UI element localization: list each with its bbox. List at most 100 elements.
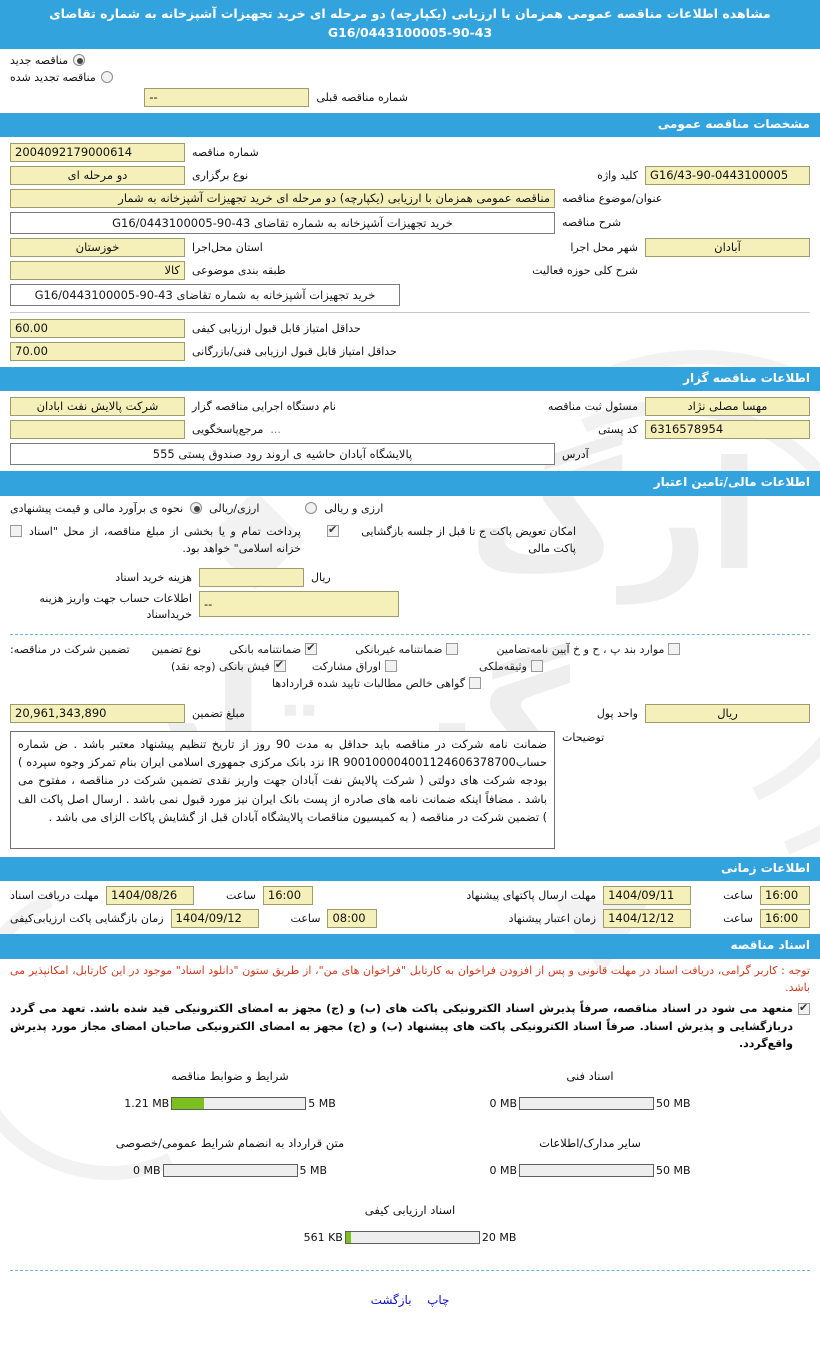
keyword-field[interactable]: G16/43-90-0443100005 — [645, 165, 810, 185]
quality-open-date-field[interactable]: 1404/09/12 — [170, 909, 259, 929]
previous-tender-number-label: شماره مناقصه قبلی — [316, 90, 408, 104]
section-header-timing: اطلاعات زمانی — [0, 856, 820, 882]
proposal-submit-date-field[interactable]: 1404/09/11 — [603, 886, 692, 906]
checkbox-treasury[interactable] — [10, 524, 22, 537]
upload-slot-technical-max: 50 MB — [656, 1097, 691, 1111]
doc-cost-label: هزینه خرید اسناد — [115, 570, 192, 584]
back-link[interactable]: بازگشت — [370, 1293, 412, 1308]
checkbox-guarantee-7[interactable] — [469, 677, 482, 690]
category-field[interactable]: کالا — [10, 260, 185, 280]
validity-date-field[interactable]: 1404/12/12 — [603, 909, 692, 929]
postal-code-field[interactable]: 6316578954 — [645, 420, 810, 440]
doc-receipt-time-label: ساعت — [225, 889, 256, 903]
address-label: آدرس — [562, 447, 589, 461]
checkbox-pledge[interactable] — [798, 1001, 810, 1015]
upload-slot-contract-max: 5 MB — [299, 1164, 328, 1178]
tender-type-renewed-row: مناقصه تجدید شده — [0, 69, 820, 86]
guarantee-option-6[interactable]: موارد بند پ ، ح و خ آیین نامه‌تضامین — [496, 643, 681, 656]
checkbox-guarantee-1[interactable] — [305, 641, 318, 656]
upload-slot-technical-title: اسناد فنی — [566, 1069, 614, 1084]
tender-number-row: شماره مناقصه 2004092179000614 — [0, 137, 820, 164]
subject-label: عنوان/موضوع مناقصه — [562, 191, 663, 205]
subject-row: عنوان/موضوع مناقصه مناقصه عمومی همزمان ب… — [0, 187, 820, 210]
radio-tender-renewed[interactable] — [100, 71, 113, 83]
account-info-field[interactable]: -- — [199, 590, 399, 617]
doc-receipt-time-field[interactable]: 16:00 — [262, 886, 313, 906]
upload-slot-quality-bar[interactable] — [344, 1231, 480, 1245]
slot-row-2: سایر مدارک/اطلاعات 0 MB 50 MB متن قراردا… — [10, 1136, 810, 1178]
slot-row-3: اسناد ارزیابی کیفی 561 KB 20 MB — [10, 1203, 810, 1245]
province-city-row: آبادان شهر محل اجرا استان محل‌اجرا خوزست… — [0, 236, 820, 259]
doc-receipt-date-field[interactable]: 1404/08/26 — [105, 886, 194, 906]
contact-dots-icon[interactable]: ... — [270, 423, 281, 437]
radio-tender-new[interactable] — [73, 54, 86, 66]
quality-open-time-field[interactable]: 08:00 — [327, 909, 378, 929]
guarantee-currency-label: واحد پول — [596, 706, 638, 720]
min-quality-score-label: حداقل امتیاز قابل قبول ارزیابی کیفی — [192, 321, 361, 335]
print-link[interactable]: چاپ — [427, 1293, 450, 1308]
upload-slot-technical-bar[interactable] — [519, 1097, 654, 1111]
checkbox-guarantee-4[interactable] — [385, 660, 397, 673]
upload-slot-terms-max: 5 MB — [308, 1097, 336, 1111]
quality-open-time-label: ساعت — [290, 912, 321, 926]
radio-estimate-both[interactable] — [305, 502, 318, 515]
upload-slot-other-max: 50 MB — [656, 1164, 691, 1178]
upload-slot-terms-bar[interactable] — [171, 1097, 307, 1111]
document-upload-slots: اسناد فنی 0 MB 50 MB شرایط و ضوابط مناقص… — [0, 1055, 820, 1245]
province-field[interactable]: خوزستان — [10, 237, 185, 257]
upload-slot-quality-title: اسناد ارزیابی کیفی — [364, 1203, 456, 1218]
min-quality-score-field[interactable]: 60.00 — [10, 318, 185, 338]
guarantee-option-7[interactable]: گواهی خالص مطالبات تایید شده قراردادها — [272, 677, 482, 690]
checkbox-guarantee-3[interactable] — [273, 658, 286, 673]
guarantee-currency-field[interactable]: ریال — [645, 703, 810, 723]
agency-field[interactable]: شرکت پالایش نفت ابادان — [10, 397, 185, 417]
address-row: آدرس پالایشگاه آبادان حاشیه ی اروند رود … — [0, 441, 820, 471]
guarantee-option-5[interactable]: وثیقه‌ملکی — [479, 660, 543, 673]
registrar-label: مسئول ثبت مناقصه — [547, 400, 638, 414]
section-header-organizer: اطلاعات مناقصه گزار — [0, 366, 820, 392]
contact-field[interactable] — [10, 420, 185, 440]
doc-cost-field[interactable] — [199, 567, 304, 587]
checkbox-guarantee-2[interactable] — [446, 643, 459, 656]
checkbox-envelope-swap[interactable] — [327, 523, 339, 537]
previous-tender-number-field[interactable]: -- — [144, 87, 310, 107]
subject-field[interactable]: مناقصه عمومی همزمان با ارزیابی (یکپارچه)… — [10, 188, 555, 208]
page-title-line2: G16/0443100005-90-43 — [327, 24, 493, 40]
upload-slot-contract-bar[interactable] — [162, 1164, 298, 1178]
scope-label: شرح کلی حوزه فعالیت — [532, 263, 638, 277]
category-label: طبقه بندی موضوعی — [192, 263, 286, 277]
radio-estimate-rial[interactable] — [190, 502, 203, 515]
checkbox-guarantee-6[interactable] — [668, 643, 681, 656]
quality-open-label: زمان بازگشایی پاکت ارزیابی‌کیفی — [10, 912, 164, 926]
scope-row: خرید تجهیزات آشپزخانه به شماره تقاضای G1… — [0, 282, 820, 308]
category-row: شرح کلی حوزه فعالیت طبقه بندی موضوعی کال… — [0, 259, 820, 282]
guarantee-option-2-label: ضمانتنامه غیربانکی — [355, 642, 443, 656]
tender-type-new-label: مناقصه جدید — [10, 53, 69, 67]
tender-description-label: شرح مناقصه — [562, 216, 622, 230]
min-tech-score-field[interactable]: 70.00 — [10, 341, 185, 361]
upload-slot-quality: اسناد ارزیابی کیفی 561 KB 20 MB — [275, 1203, 545, 1245]
tender-type-renewed-label: مناقصه تجدید شده — [10, 70, 96, 84]
holding-type-field[interactable]: دو مرحله ای — [10, 165, 185, 185]
tender-description-row: شرح مناقصه خرید تجهیزات آشپزخانه به شمار… — [0, 210, 820, 236]
guarantee-amount-field[interactable]: 20,961,343,890 — [10, 703, 185, 723]
guarantee-option-2[interactable]: ضمانتنامه غیربانکی — [355, 642, 459, 656]
guarantee-type-label: نوع تضمین — [151, 642, 202, 656]
scope-field: خرید تجهیزات آشپزخانه به شماره تقاضای G1… — [10, 283, 400, 306]
registrar-field[interactable]: مهسا مصلی نژاد — [645, 397, 810, 417]
checkbox-guarantee-5[interactable] — [530, 660, 543, 673]
tender-number-field[interactable]: 2004092179000614 — [10, 142, 185, 162]
guarantee-option-3[interactable]: فیش بانکی (وجه نقد) — [171, 658, 286, 673]
upload-slot-quality-min: 561 KB — [303, 1231, 343, 1245]
guarantee-option-4[interactable]: اوراق مشارکت — [312, 660, 397, 673]
slot-row-1: اسناد فنی 0 MB 50 MB شرایط و ضوابط مناقص… — [10, 1069, 810, 1111]
proposal-submit-time-label: ساعت — [723, 889, 753, 903]
city-field[interactable]: آبادان — [645, 237, 810, 257]
upload-slot-contract-title: متن قرارداد به انضمام شرایط عمومی/خصوصی — [115, 1136, 345, 1151]
upload-slot-other-bar[interactable] — [519, 1164, 654, 1178]
guarantee-notes-field[interactable]: ضمانت نامه شرکت در مناقصه باید حداقل به … — [10, 730, 555, 849]
guarantee-option-1[interactable]: ضمانتنامه بانکی — [229, 641, 318, 656]
estimate-method-label: نحوه ی برآورد مالی و قیمت پیشنهادی — [10, 501, 184, 515]
proposal-submit-time-field[interactable]: 16:00 — [760, 886, 810, 906]
validity-time-field[interactable]: 16:00 — [760, 909, 810, 929]
